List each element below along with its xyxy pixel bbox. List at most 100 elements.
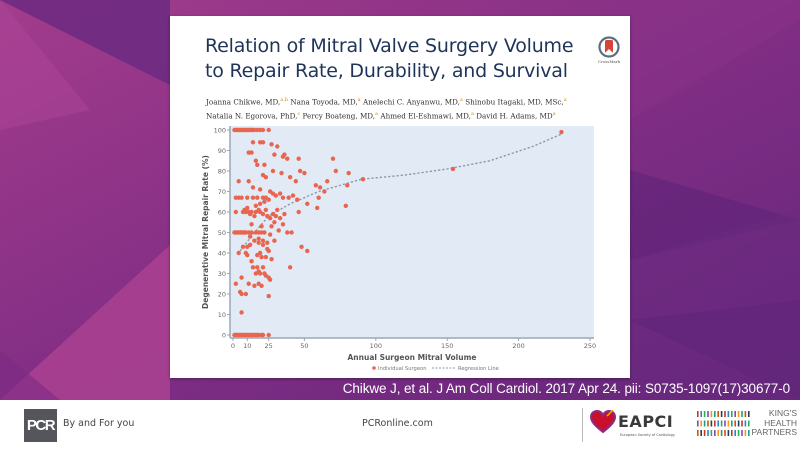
y-tick-label: 90 <box>218 147 226 155</box>
khp-stripe <box>724 430 726 436</box>
data-point <box>250 140 256 145</box>
data-point <box>247 211 253 217</box>
data-point <box>260 265 266 270</box>
data-point <box>240 244 246 250</box>
pcr-website-link[interactable]: PCRonline.com <box>362 418 433 429</box>
khp-stripe <box>741 430 743 436</box>
data-point <box>239 195 244 200</box>
legend-label-individual-surgeon: Individual Surgeon <box>378 366 426 372</box>
data-point <box>267 215 273 221</box>
data-point <box>259 283 264 288</box>
data-point <box>277 191 283 196</box>
khp-stripe <box>734 411 736 417</box>
data-point <box>270 168 276 174</box>
khp-stripe <box>744 420 747 427</box>
author-name: Shinobu Itagaki, MD, MSc, <box>465 97 564 107</box>
author-affiliation: a <box>357 97 361 103</box>
author-name: Natalia N. Egorova, PhD, <box>206 111 298 121</box>
y-tick-label: 0 <box>222 331 226 339</box>
data-point <box>260 238 266 243</box>
data-point <box>297 168 303 174</box>
author-name: Joanna Chikwe, MD, <box>206 97 281 107</box>
khp-stripe <box>710 430 713 436</box>
data-point <box>247 234 253 239</box>
pcr-logo: PCR <box>24 409 57 442</box>
data-point <box>260 332 266 338</box>
author-affiliation: a <box>552 111 556 118</box>
data-point <box>260 140 266 145</box>
footer-divider <box>582 408 583 442</box>
data-point <box>239 275 244 280</box>
data-point <box>252 213 257 219</box>
data-point <box>289 230 294 235</box>
khp-stripe <box>697 411 699 417</box>
khp-stripe <box>724 420 726 427</box>
data-point <box>275 144 280 149</box>
y-tick-label: 50 <box>218 229 226 237</box>
data-point <box>280 222 286 227</box>
khp-stripe <box>731 430 733 436</box>
khp-stripe <box>703 430 706 436</box>
data-point <box>305 201 310 206</box>
khp-stripe <box>727 411 730 417</box>
khp-stripe <box>717 411 719 417</box>
scatter-chart: 0 10 20 30 40 50 60 70 80 90 100 0 10 25 50 100 150 200 25… <box>201 126 596 372</box>
y-tick-label: 40 <box>218 249 226 257</box>
data-point <box>262 162 267 168</box>
data-point <box>260 242 266 247</box>
data-point <box>249 150 254 155</box>
data-point <box>256 207 261 213</box>
data-point <box>266 248 271 254</box>
data-point <box>250 185 256 190</box>
data-point <box>267 232 273 237</box>
khp-stripe <box>741 420 743 427</box>
khp-stripe <box>737 430 740 436</box>
data-point <box>257 187 263 192</box>
data-point <box>257 250 263 256</box>
data-point <box>316 195 321 200</box>
khp-stripe <box>744 411 747 417</box>
khp-stripe <box>720 430 723 436</box>
data-point <box>253 158 259 163</box>
data-point <box>296 156 301 161</box>
khp-line-2: HEALTH <box>764 417 797 428</box>
khp-stripe <box>710 420 713 427</box>
data-point <box>272 152 277 157</box>
data-point <box>259 224 264 229</box>
khp-stripe <box>724 411 726 417</box>
data-point <box>325 179 330 184</box>
y-tick-label: 10 <box>218 311 226 319</box>
author-name: Ahmed El-Eshmawi, MD, <box>380 111 471 121</box>
data-point <box>272 220 277 225</box>
data-point <box>243 291 249 297</box>
khp-stripe <box>748 420 750 427</box>
data-point <box>263 174 269 180</box>
x-tick-label: 150 <box>441 342 453 350</box>
khp-stripe <box>714 420 716 427</box>
khp-stripe <box>697 430 699 436</box>
data-point <box>269 142 274 147</box>
y-tick-label: 70 <box>218 188 226 196</box>
y-axis-label: Degenerative Mitral Repair Rate (%) <box>201 155 210 309</box>
data-point <box>299 244 304 250</box>
data-point <box>249 222 254 227</box>
data-point <box>247 242 253 247</box>
khp-stripe <box>727 420 730 427</box>
data-point <box>260 211 266 217</box>
x-tick-label: 200 <box>512 342 524 350</box>
crossmark-icon <box>598 36 620 58</box>
data-point <box>305 248 310 254</box>
article-figure-card: Relation of Mitral Valve Surgery Volume … <box>170 16 630 378</box>
regression-line <box>239 133 562 252</box>
legend-label-regression-line: Regression Line <box>458 366 499 372</box>
data-point <box>233 281 239 286</box>
author-affiliation: a <box>470 111 474 118</box>
article-title: Relation of Mitral Valve Surgery Volume … <box>205 34 585 84</box>
author-affiliation: a <box>375 111 379 118</box>
data-point <box>269 256 274 262</box>
data-point <box>343 203 349 209</box>
footer-bar: PCR By and For you PCRonline.com EAPCI E… <box>0 400 800 450</box>
data-point <box>266 197 271 202</box>
data-point <box>245 205 250 211</box>
data-point <box>255 162 260 168</box>
